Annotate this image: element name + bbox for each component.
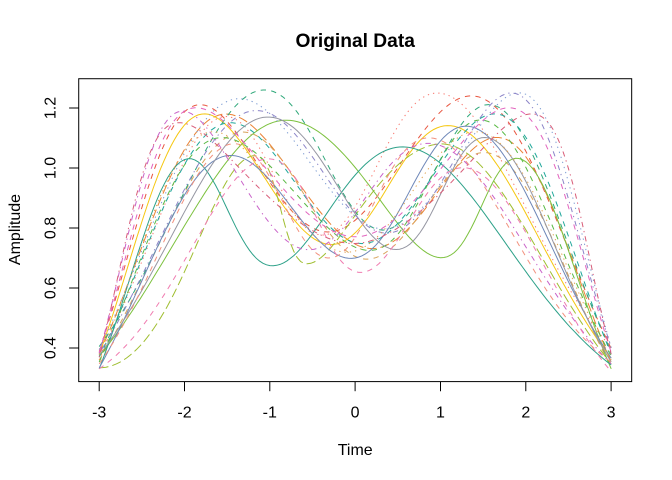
svg-text:0.6: 0.6 [43, 277, 60, 299]
svg-text:1.0: 1.0 [43, 157, 60, 179]
svg-text:Amplitude: Amplitude [7, 194, 24, 265]
svg-text:2: 2 [521, 405, 530, 422]
svg-text:1: 1 [436, 405, 445, 422]
svg-text:-1: -1 [263, 405, 277, 422]
svg-text:1.2: 1.2 [43, 97, 60, 119]
svg-text:-2: -2 [177, 405, 191, 422]
svg-text:Original Data: Original Data [295, 31, 415, 52]
svg-text:0: 0 [351, 405, 360, 422]
svg-text:3: 3 [607, 405, 616, 422]
svg-text:-3: -3 [92, 405, 106, 422]
svg-text:0.8: 0.8 [43, 217, 60, 239]
svg-text:0.4: 0.4 [43, 337, 60, 359]
svg-text:Time: Time [338, 442, 373, 459]
